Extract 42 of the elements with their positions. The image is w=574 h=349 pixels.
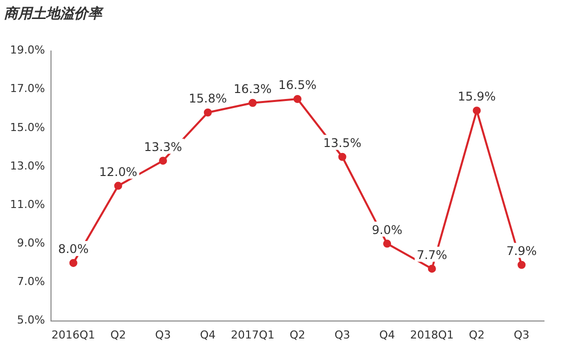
x-tick-label: Q3 <box>155 328 171 342</box>
x-tick-label: Q3 <box>514 328 530 342</box>
point <box>383 240 392 248</box>
x-tick-label: Q2 <box>110 328 126 342</box>
y-tick-label: 5.0% <box>16 314 45 327</box>
data-label: 15.8% <box>188 92 227 106</box>
x-tick-label: 2016Q1 <box>52 328 96 342</box>
data-label: 16.3% <box>234 82 272 96</box>
data-label: 15.9% <box>458 90 496 104</box>
y-tick-label: 7.0% <box>16 275 45 288</box>
x-tick-label: 2017Q1 <box>230 328 274 342</box>
data-label: 9.0% <box>372 222 402 237</box>
y-tick-label: 13.0% <box>10 159 45 172</box>
point <box>428 264 436 273</box>
data-label: 13.3% <box>144 140 182 154</box>
point <box>248 98 257 107</box>
point <box>159 156 168 165</box>
x-tick-label: Q4 <box>200 328 216 342</box>
x-tick-label: 2018Q1 <box>410 328 454 342</box>
data-label: 7.9% <box>506 244 537 258</box>
x-tick-label: Q4 <box>379 328 395 342</box>
y-tick-label: 19.0% <box>10 44 45 57</box>
x-tick-label: Q2 <box>290 328 306 342</box>
y-tick-label: 15.0% <box>10 120 45 134</box>
chart-title: 商用土地溢价率 <box>4 5 104 22</box>
point <box>204 108 212 117</box>
data-label: 12.0% <box>99 164 138 179</box>
point <box>338 152 346 161</box>
y-tick-label: 17.0% <box>10 82 45 96</box>
x-tick-label: Q2 <box>468 328 485 342</box>
data-label: 7.7% <box>416 248 448 262</box>
y-tick-label: 9.0% <box>16 236 45 250</box>
point <box>114 182 122 190</box>
point <box>472 106 481 115</box>
point <box>518 260 526 269</box>
data-label: 13.5% <box>323 136 362 150</box>
data-label: 16.5% <box>278 78 317 92</box>
data-label: 8.0% <box>58 242 89 256</box>
point <box>69 258 78 267</box>
x-tick-label: Q3 <box>334 328 350 342</box>
y-tick-label: 11.0% <box>10 198 45 211</box>
point <box>293 95 302 104</box>
